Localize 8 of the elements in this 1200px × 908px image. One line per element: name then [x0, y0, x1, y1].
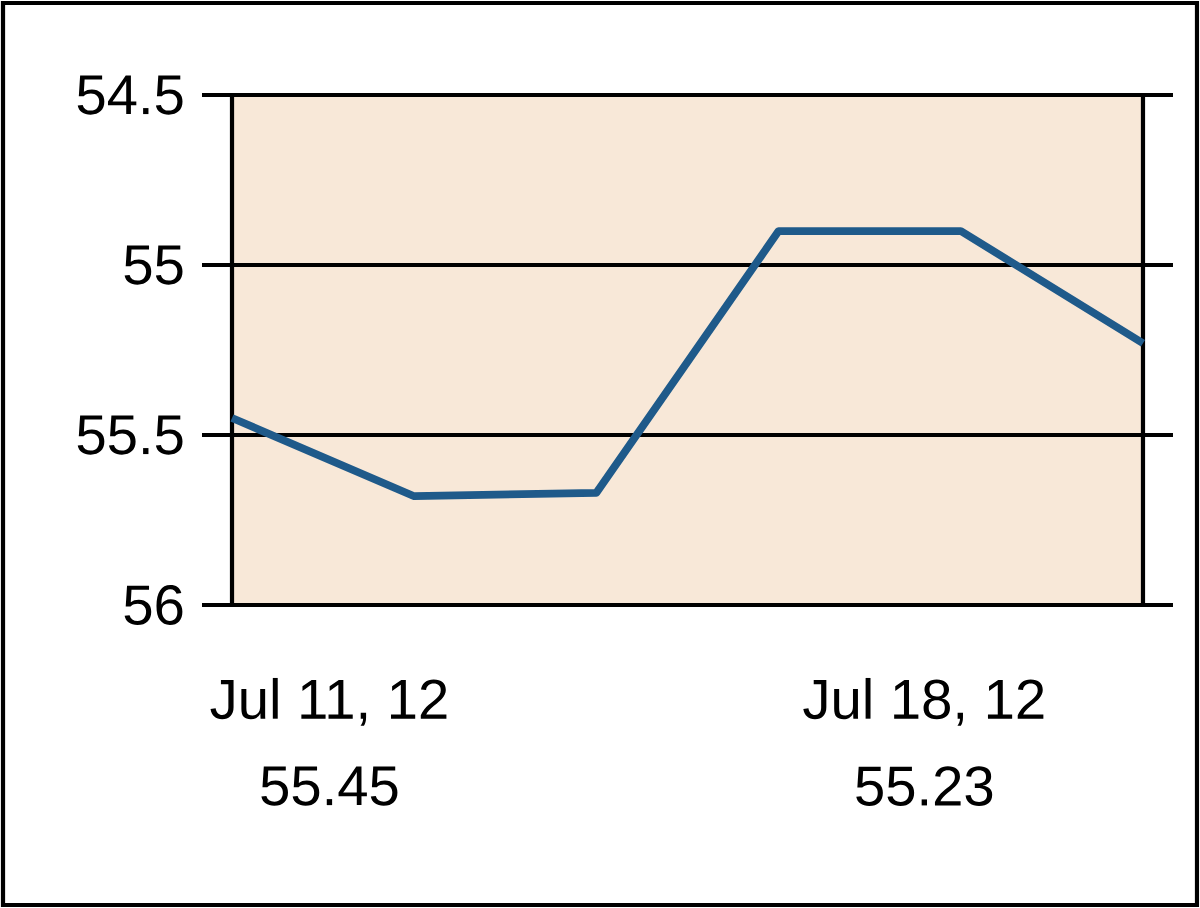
y-tick-label: 55.5 — [77, 415, 183, 455]
text: 55.45 — [261, 766, 398, 806]
text: 55.23 — [856, 766, 993, 806]
text: Jul 18, 12 — [803, 677, 1044, 726]
y-tick-label: 56 — [124, 585, 183, 625]
y-tick-label: 55 — [124, 245, 183, 285]
y-tick-label: 54.5 — [77, 75, 183, 115]
text: Jul 11, 12 — [210, 677, 447, 726]
